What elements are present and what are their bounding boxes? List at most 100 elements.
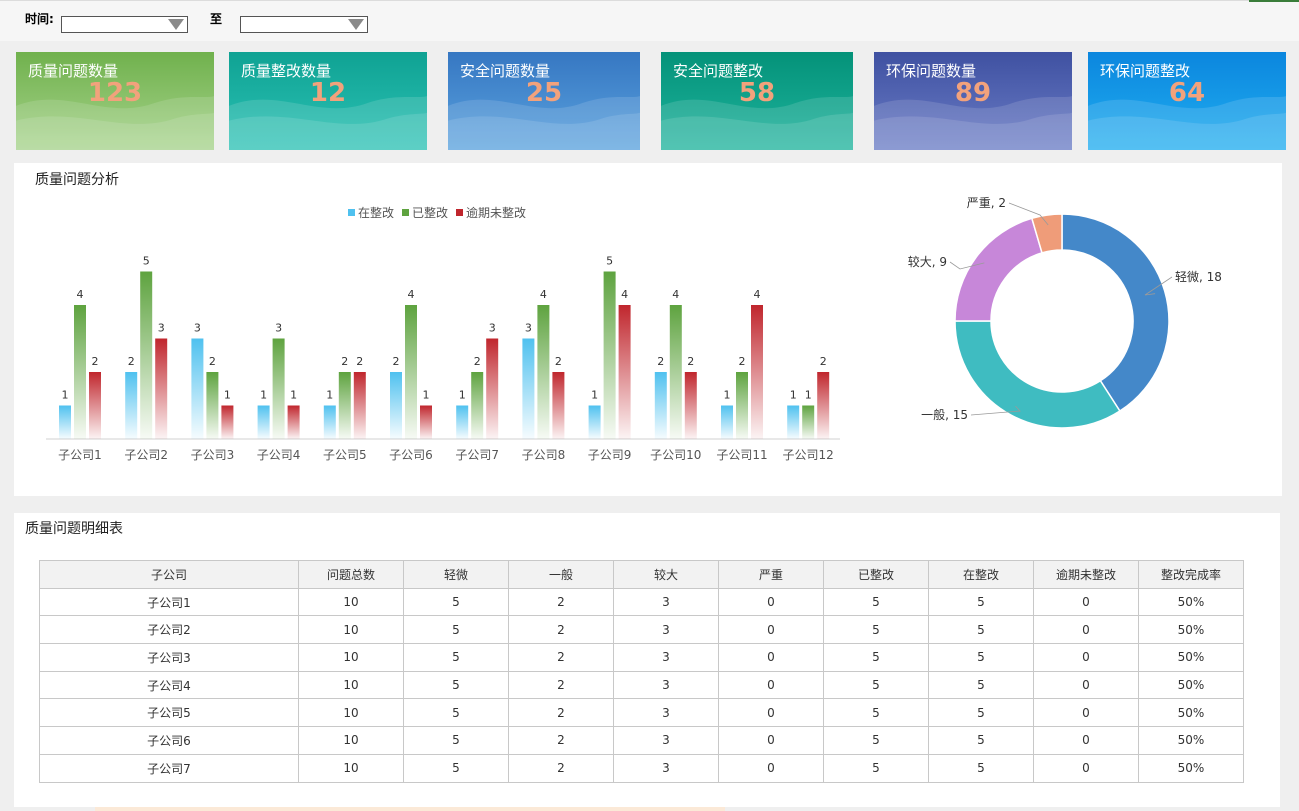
bar (522, 338, 535, 439)
table-cell: 5 (403, 615, 509, 645)
bar-data-label: 4 (672, 288, 679, 301)
column-header: 整改完成率 (1138, 560, 1244, 589)
bar-data-label: 1 (591, 389, 598, 402)
x-tick-label: 子公司1 (58, 448, 102, 462)
bar-chart-legend: 在整改 已整改 逾期未整改 (348, 204, 526, 221)
subsidiary-cell: 子公司3 (39, 643, 299, 672)
table-cell: 0 (1033, 587, 1139, 617)
bar (221, 405, 234, 439)
table-cell: 0 (1033, 643, 1139, 672)
table-row: 子公司5 10 5 2 3 0 5 5 0 50% (39, 698, 1244, 728)
table-cell: 3 (613, 587, 719, 617)
table-cell: 10 (298, 670, 404, 700)
bar-data-label: 3 (525, 322, 532, 335)
bar-data-label: 1 (459, 389, 466, 402)
bar-data-label: 3 (194, 322, 201, 335)
bar (405, 305, 417, 439)
bar (669, 305, 682, 439)
table-cell: 50% (1138, 698, 1244, 728)
dropdown-arrow-icon[interactable] (348, 19, 364, 30)
table-row: 子公司6 10 5 2 3 0 5 5 0 50% (39, 726, 1244, 755)
table-cell: 5 (823, 753, 929, 783)
table-cell: 5 (928, 698, 1034, 728)
table-cell: 5 (928, 670, 1034, 700)
table-cell: 2 (508, 587, 614, 617)
table-cell: 10 (298, 615, 404, 645)
kpi-value: 123 (87, 78, 143, 108)
x-tick-label: 子公司3 (191, 448, 235, 462)
table-cell: 5 (403, 587, 509, 617)
bar (323, 405, 336, 439)
subsidiary-cell: 子公司4 (39, 670, 299, 700)
table-cell: 0 (1033, 726, 1139, 755)
legend-swatch (348, 209, 355, 216)
bar-data-label: 4 (754, 288, 761, 301)
analysis-title: 质量问题分析 (35, 172, 119, 188)
table-cell: 0 (1033, 698, 1139, 728)
table-cell: 5 (928, 753, 1034, 783)
leader-line (970, 405, 1021, 416)
bar-data-label: 1 (805, 389, 812, 402)
bar (751, 305, 763, 439)
table-cell: 5 (403, 670, 509, 700)
kpi-value: 12 (309, 78, 347, 108)
bar-data-label: 4 (540, 288, 547, 301)
subsidiary-cell: 子公司6 (39, 726, 299, 755)
kpi-title: 安全问题整改 (673, 62, 764, 80)
bar (721, 405, 733, 439)
legend-item: 在整改 (348, 204, 394, 221)
table-cell: 3 (613, 726, 719, 755)
bar (272, 338, 285, 439)
table-cell: 10 (298, 726, 404, 755)
bar-data-label: 4 (408, 288, 415, 301)
leader-line (1008, 202, 1049, 226)
donut-data-label: 较大, 9 (908, 254, 947, 269)
donut-chart: 轻微, 18 一般, 15 较大, 9 严重, 2 (908, 196, 1222, 429)
table-cell: 3 (613, 615, 719, 645)
table-cell: 50% (1138, 726, 1244, 755)
bar (257, 405, 270, 439)
bar-data-label: 5 (606, 255, 613, 268)
bar-data-label: 1 (423, 389, 430, 402)
dropdown-arrow-icon[interactable] (168, 19, 184, 30)
table-cell: 5 (823, 726, 929, 755)
bar-data-label: 5 (143, 255, 150, 268)
donut-data-label: 轻微, 18 (1175, 270, 1222, 284)
donut-data-label: 严重, 2 (967, 196, 1006, 210)
bar-data-label: 2 (356, 355, 363, 368)
kpi-wave-background (661, 52, 853, 150)
bar-data-label: 1 (326, 389, 333, 402)
table-cell: 0 (718, 698, 824, 728)
table-cell: 5 (823, 587, 929, 617)
end-time-select[interactable] (240, 16, 368, 33)
column-header: 已整改 (823, 560, 929, 589)
to-label: 至 (210, 12, 223, 26)
kpi-card-quality-issues: 质量问题数量 123 (16, 52, 214, 150)
table-row: 子公司7 10 5 2 3 0 5 5 0 50% (39, 753, 1244, 783)
legend-item: 逾期未整改 (456, 204, 526, 221)
table-cell: 5 (928, 726, 1034, 755)
kpi-value: 58 (738, 78, 776, 108)
x-tick-label: 子公司4 (257, 448, 301, 462)
bar-data-label: 1 (790, 389, 797, 402)
bar-data-label: 1 (290, 389, 297, 402)
bar (817, 372, 830, 439)
bar (736, 372, 748, 439)
legend-label: 在整改 (358, 206, 395, 220)
column-header: 严重 (718, 560, 824, 589)
table-cell: 10 (298, 587, 404, 617)
column-header: 在整改 (928, 560, 1034, 589)
bar (471, 372, 484, 439)
bar-data-label: 4 (621, 288, 628, 301)
table-cell: 5 (928, 615, 1034, 645)
detail-table-body: 子公司1 10 5 2 3 0 5 5 0 50% 子公司2 10 5 2 3 0 5 5 0 50% 子公司3 10 5 2… (39, 587, 1244, 783)
bar (684, 372, 697, 439)
bar (552, 372, 565, 439)
x-tick-label: 子公司11 (716, 448, 767, 462)
subsidiary-cell: 子公司2 (39, 615, 299, 645)
leader-line (1144, 276, 1173, 296)
table-cell: 2 (508, 643, 614, 672)
bar-data-label: 2 (341, 355, 348, 368)
x-tick-label: 子公司9 (588, 448, 632, 462)
start-time-select[interactable] (61, 16, 188, 33)
